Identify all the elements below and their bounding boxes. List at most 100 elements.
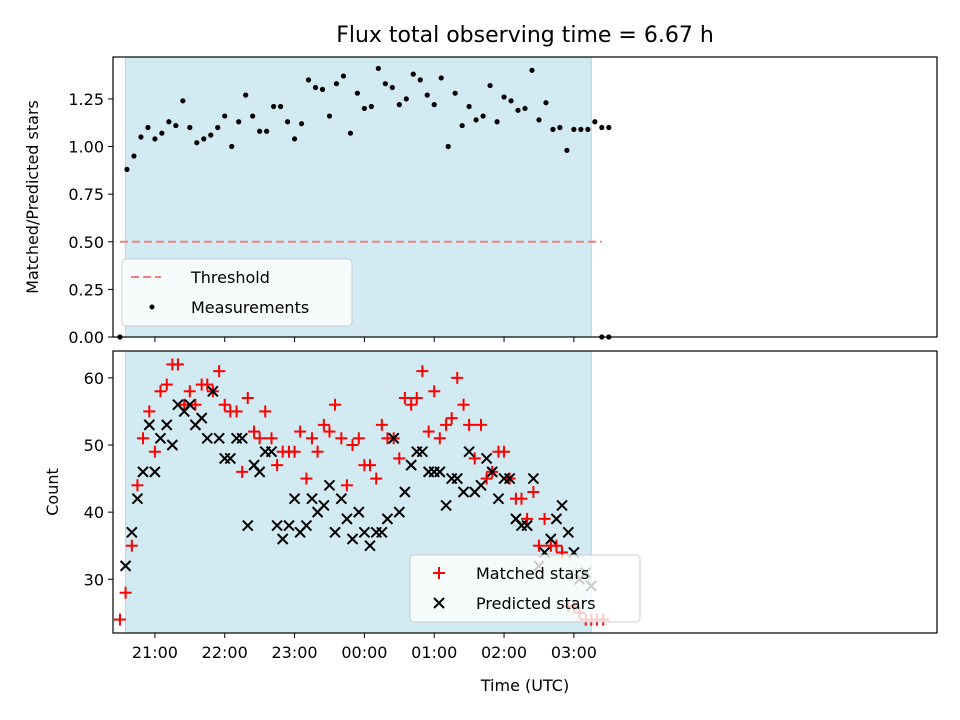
legend-measurements-label: Measurements xyxy=(191,298,309,317)
matched-star-point xyxy=(498,445,511,458)
measurement-point xyxy=(326,113,333,119)
measurement-point xyxy=(187,124,193,131)
matched-star-point xyxy=(410,392,423,404)
measurement-point xyxy=(508,98,514,104)
measurement-point xyxy=(222,113,228,119)
predicted-star-point xyxy=(236,432,248,444)
matched-star-point xyxy=(143,405,156,418)
measurement-point xyxy=(368,103,374,110)
measurement-point xyxy=(445,143,451,150)
measurement-point xyxy=(347,130,354,136)
matched-star-point xyxy=(154,385,167,398)
measurement-point xyxy=(298,121,305,127)
matched-star-point xyxy=(300,472,313,485)
matched-star-point xyxy=(422,425,435,438)
matched-star-point xyxy=(288,445,301,458)
measurement-point xyxy=(529,67,535,73)
measurement-point xyxy=(452,90,458,96)
top-y-ticks: 0.00 0.25 0.50 0.75 1.00 1.25 xyxy=(68,90,113,347)
measurement-point xyxy=(291,136,298,142)
measurement-point xyxy=(571,126,577,132)
measurement-point xyxy=(487,82,493,89)
predicted-star-point xyxy=(283,519,295,532)
predicted-star-point xyxy=(451,472,463,485)
matched-star-point xyxy=(370,472,383,485)
measurement-point xyxy=(152,136,158,142)
predicted-star-point xyxy=(358,526,371,538)
top-measurement-points xyxy=(117,65,612,340)
matched-star-point xyxy=(457,398,470,411)
predicted-star-point xyxy=(306,493,318,505)
matched-star-point xyxy=(433,432,446,445)
predicted-star-point xyxy=(143,419,156,431)
legend-predicted-label: Predicted stars xyxy=(476,594,596,613)
top-chart-title: Flux total observing time = 6.67 h xyxy=(336,23,714,48)
x-axis-label: Time (UTC) xyxy=(480,676,569,695)
matched-star-point xyxy=(451,371,464,384)
predicted-star-point xyxy=(545,533,557,545)
predicted-star-point xyxy=(341,513,353,525)
legend-matched-label: Matched stars xyxy=(476,564,589,583)
top-axes-frame xyxy=(112,56,938,338)
measurement-point xyxy=(145,124,151,131)
measurement-point xyxy=(543,100,549,106)
predicted-star-point xyxy=(562,526,575,538)
predicted-star-point xyxy=(388,432,400,444)
matched-star-point xyxy=(259,405,272,418)
matched-star-point xyxy=(317,418,330,431)
y-tick-label: 30 xyxy=(84,570,104,589)
measurement-point xyxy=(361,105,367,112)
predicted-star-point xyxy=(288,493,301,505)
measurement-point xyxy=(578,126,584,132)
measurement-point xyxy=(501,94,507,100)
measurement-point xyxy=(340,73,347,79)
predicted-star-point xyxy=(300,519,313,532)
measurement-point xyxy=(312,84,319,91)
matched-star-point xyxy=(416,365,429,378)
y-tick-label: 50 xyxy=(84,436,104,455)
measurement-point xyxy=(264,128,270,134)
matched-star-point xyxy=(201,378,214,391)
predicted-star-point xyxy=(480,452,493,465)
predicted-star-point xyxy=(475,479,487,491)
matched-star-point xyxy=(253,432,266,445)
matched-star-point xyxy=(265,432,278,445)
measurement-point xyxy=(585,126,591,132)
x-tick-label: 02:00 xyxy=(481,643,527,662)
measurement-point xyxy=(354,90,361,96)
matched-star-point xyxy=(189,398,202,411)
predicted-star-point xyxy=(126,526,138,538)
predicted-star-point xyxy=(201,432,213,444)
matched-star-point xyxy=(550,539,563,552)
predicted-star-point xyxy=(329,526,341,538)
matched-star-point xyxy=(125,539,138,552)
matched-star-point xyxy=(352,432,365,445)
bottom-x-ticks: 21:00 22:00 23:00 00:00 01:00 02:00 03:00 xyxy=(132,633,597,662)
matched-star-point xyxy=(241,392,254,404)
matched-star-point xyxy=(398,392,411,404)
matched-star-point xyxy=(178,398,191,411)
measurement-point xyxy=(466,103,472,110)
predicted-star-point xyxy=(353,506,365,518)
matched-star-point xyxy=(480,472,493,485)
measurement-point xyxy=(305,77,312,83)
measurement-point xyxy=(215,124,221,131)
matched-star-point xyxy=(428,385,441,398)
measurement-point xyxy=(194,140,200,146)
predicted-star-point xyxy=(393,506,406,518)
predicted-star-point xyxy=(399,486,411,498)
matched-star-point xyxy=(113,613,126,626)
predicted-star-point xyxy=(346,533,359,545)
measurement-point xyxy=(536,117,542,123)
matched-star-point xyxy=(463,418,476,431)
measurement-point xyxy=(201,136,207,142)
x-tick-label: 21:00 xyxy=(132,643,178,662)
legend-predicted-swatch xyxy=(433,597,445,609)
y-tick-label: 0.00 xyxy=(68,328,104,347)
predicted-star-point xyxy=(265,446,278,458)
measurement-point xyxy=(138,134,144,140)
y-tick-label: 1.00 xyxy=(68,138,104,157)
top-legend: Threshold Measurements xyxy=(121,258,353,327)
bottom-legend-box xyxy=(409,554,641,623)
